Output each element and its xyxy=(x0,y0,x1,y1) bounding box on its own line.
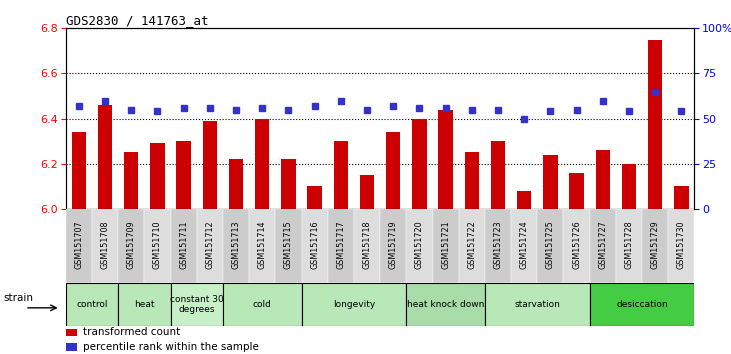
Bar xyxy=(92,209,118,283)
Text: desiccation: desiccation xyxy=(616,300,668,309)
Text: starvation: starvation xyxy=(515,300,560,309)
Bar xyxy=(176,141,191,209)
Text: GSM151719: GSM151719 xyxy=(389,220,398,269)
Bar xyxy=(66,329,77,336)
Bar xyxy=(66,283,118,326)
Text: GSM151707: GSM151707 xyxy=(75,220,83,269)
Text: GDS2830 / 141763_at: GDS2830 / 141763_at xyxy=(66,14,208,27)
Text: constant 30
degrees: constant 30 degrees xyxy=(170,295,224,314)
Text: GSM151720: GSM151720 xyxy=(415,220,424,269)
Bar xyxy=(151,143,164,209)
Bar xyxy=(674,186,689,209)
Text: GSM151724: GSM151724 xyxy=(520,220,529,269)
Bar xyxy=(485,209,511,283)
Bar xyxy=(412,119,427,209)
Text: GSM151711: GSM151711 xyxy=(179,220,188,269)
Bar xyxy=(433,209,459,283)
Bar xyxy=(301,283,406,326)
Bar xyxy=(465,153,479,209)
Bar xyxy=(622,164,636,209)
Bar xyxy=(229,159,243,209)
Bar xyxy=(301,209,327,283)
Bar xyxy=(491,141,505,209)
Bar xyxy=(118,283,170,326)
Bar xyxy=(124,153,138,209)
Bar xyxy=(616,209,642,283)
Text: GSM151715: GSM151715 xyxy=(284,220,293,269)
Text: GSM151714: GSM151714 xyxy=(258,220,267,269)
Bar xyxy=(439,109,452,209)
Bar xyxy=(145,209,170,283)
Bar xyxy=(590,283,694,326)
Text: GSM151709: GSM151709 xyxy=(126,220,136,269)
Bar xyxy=(354,209,380,283)
Bar xyxy=(642,209,668,283)
Bar xyxy=(648,40,662,209)
Text: GSM151721: GSM151721 xyxy=(441,220,450,269)
Text: GSM151718: GSM151718 xyxy=(363,220,371,269)
Bar xyxy=(281,159,295,209)
Bar xyxy=(485,283,590,326)
Bar xyxy=(360,175,374,209)
Bar xyxy=(511,209,537,283)
Text: GSM151730: GSM151730 xyxy=(677,220,686,269)
Text: GSM151722: GSM151722 xyxy=(467,220,477,269)
Bar xyxy=(66,209,92,283)
Bar xyxy=(569,173,584,209)
Bar xyxy=(406,209,433,283)
Bar xyxy=(170,209,197,283)
Bar xyxy=(380,209,406,283)
Text: GSM151727: GSM151727 xyxy=(598,220,607,269)
Text: GSM151726: GSM151726 xyxy=(572,220,581,269)
Bar xyxy=(459,209,485,283)
Text: GSM151723: GSM151723 xyxy=(493,220,502,269)
Bar xyxy=(668,209,694,283)
Text: heat knock down: heat knock down xyxy=(407,300,485,309)
Bar xyxy=(170,283,223,326)
Bar xyxy=(249,209,276,283)
Text: percentile rank within the sample: percentile rank within the sample xyxy=(83,342,260,352)
Text: GSM151712: GSM151712 xyxy=(205,220,214,269)
Bar xyxy=(197,209,223,283)
Bar xyxy=(255,119,270,209)
Text: GSM151717: GSM151717 xyxy=(336,220,345,269)
Bar xyxy=(386,132,401,209)
Bar xyxy=(406,283,485,326)
Bar xyxy=(596,150,610,209)
Text: strain: strain xyxy=(3,293,34,303)
Bar xyxy=(72,132,86,209)
Bar xyxy=(118,209,144,283)
Bar xyxy=(590,209,616,283)
Bar xyxy=(543,155,558,209)
Bar xyxy=(223,283,301,326)
Text: transformed count: transformed count xyxy=(83,327,181,337)
Bar xyxy=(517,191,531,209)
Text: GSM151728: GSM151728 xyxy=(624,220,634,269)
Bar xyxy=(308,186,322,209)
Text: cold: cold xyxy=(253,300,272,309)
Text: GSM151708: GSM151708 xyxy=(101,220,110,269)
Text: GSM151710: GSM151710 xyxy=(153,220,162,269)
Bar xyxy=(202,121,217,209)
Bar xyxy=(223,209,249,283)
Text: GSM151729: GSM151729 xyxy=(651,220,659,269)
Bar xyxy=(537,209,564,283)
Text: GSM151716: GSM151716 xyxy=(310,220,319,269)
Bar xyxy=(327,209,354,283)
Text: GSM151713: GSM151713 xyxy=(232,220,240,269)
Bar xyxy=(276,209,301,283)
Text: heat: heat xyxy=(134,300,155,309)
Text: longevity: longevity xyxy=(333,300,375,309)
Bar xyxy=(98,105,113,209)
Bar xyxy=(564,209,590,283)
Bar xyxy=(66,343,77,350)
Bar xyxy=(333,141,348,209)
Text: GSM151725: GSM151725 xyxy=(546,220,555,269)
Text: control: control xyxy=(76,300,107,309)
